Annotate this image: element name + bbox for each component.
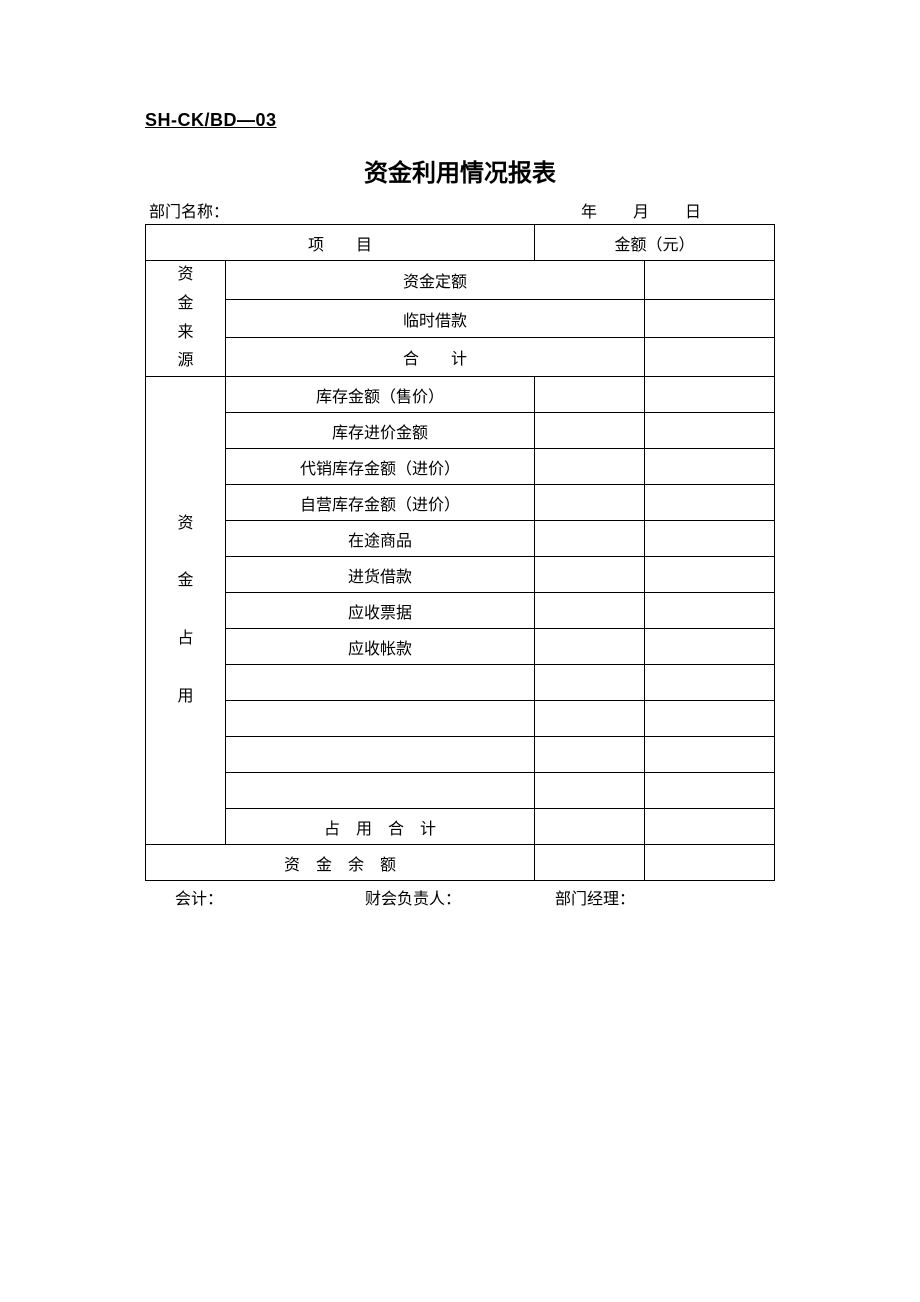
item-cell: 库存进价金额 [226, 413, 535, 449]
table-header-row: 项 目 金额（元） [146, 225, 775, 261]
header-amount-cell: 金额（元） [534, 225, 774, 261]
item-cell: 合 计 [226, 338, 645, 377]
amount-cell [534, 593, 644, 629]
amount-cell [644, 413, 774, 449]
amount-cell [644, 557, 774, 593]
item-cell: 在途商品 [226, 521, 535, 557]
table-row: 占 用 合 计 [146, 809, 775, 845]
amount-cell [644, 629, 774, 665]
item-cell [226, 701, 535, 737]
item-cell: 应收票据 [226, 593, 535, 629]
table-row: 资 金 来 源 资金定额 [146, 261, 775, 300]
item-cell: 库存金额（售价） [226, 377, 535, 413]
item-cell: 应收帐款 [226, 629, 535, 665]
amount-cell [644, 449, 774, 485]
table-row [146, 701, 775, 737]
footer-finance-lead: 财会负责人： [365, 885, 555, 909]
balance-label-cell: 资 金 余 额 [146, 845, 535, 881]
amount-cell [534, 485, 644, 521]
item-cell: 自营库存金额（进价） [226, 485, 535, 521]
item-cell: 进货借款 [226, 557, 535, 593]
table-row [146, 665, 775, 701]
section-fund-source-label: 资 金 来 源 [146, 261, 226, 377]
amount-cell [644, 261, 774, 300]
item-cell [226, 737, 535, 773]
amount-cell [644, 665, 774, 701]
table-row: 应收帐款 [146, 629, 775, 665]
footer-dept-manager: 部门经理： [555, 885, 745, 909]
table-row: 应收票据 [146, 593, 775, 629]
amount-cell [534, 845, 644, 881]
header-item-cell: 项 目 [146, 225, 535, 261]
section-fund-usage-label: 资 金 占 用 [146, 377, 226, 845]
table-row: 代销库存金额（进价） [146, 449, 775, 485]
amount-cell [534, 521, 644, 557]
item-cell: 代销库存金额（进价） [226, 449, 535, 485]
amount-cell [644, 521, 774, 557]
amount-cell [644, 845, 774, 881]
department-label: 部门名称： [149, 198, 561, 222]
amount-cell [644, 338, 774, 377]
table-row: 进货借款 [146, 557, 775, 593]
amount-cell [534, 449, 644, 485]
table-row: 资 金 占 用 库存金额（售价） [146, 377, 775, 413]
footer-line: 会计： 财会负责人： 部门经理： [145, 885, 775, 909]
amount-cell [644, 773, 774, 809]
table-row: 自营库存金额（进价） [146, 485, 775, 521]
date-label: 年 月 日 [561, 198, 771, 222]
amount-cell [534, 413, 644, 449]
amount-cell [644, 377, 774, 413]
item-cell: 占 用 合 计 [226, 809, 535, 845]
header-line: 部门名称： 年 月 日 [145, 198, 775, 222]
table-row: 库存进价金额 [146, 413, 775, 449]
amount-cell [644, 737, 774, 773]
item-cell: 临时借款 [226, 299, 645, 338]
amount-cell [534, 377, 644, 413]
document-title: 资金利用情况报表 [145, 153, 775, 188]
amount-cell [644, 593, 774, 629]
amount-cell [534, 629, 644, 665]
amount-cell [534, 665, 644, 701]
amount-cell [534, 557, 644, 593]
table-row [146, 773, 775, 809]
table-row: 在途商品 [146, 521, 775, 557]
item-cell [226, 773, 535, 809]
amount-cell [644, 701, 774, 737]
amount-cell [644, 299, 774, 338]
table-row [146, 737, 775, 773]
amount-cell [534, 809, 644, 845]
document-code: SH-CK/BD—03 [145, 110, 775, 131]
table-row: 资 金 余 额 [146, 845, 775, 881]
item-cell [226, 665, 535, 701]
amount-cell [534, 773, 644, 809]
table-row: 临时借款 [146, 299, 775, 338]
amount-cell [534, 701, 644, 737]
amount-cell [534, 737, 644, 773]
amount-cell [644, 485, 774, 521]
item-cell: 资金定额 [226, 261, 645, 300]
table-row: 合 计 [146, 338, 775, 377]
fund-usage-table: 项 目 金额（元） 资 金 来 源 资金定额 临时借款 合 计 资 金 占 用 … [145, 224, 775, 881]
amount-cell [644, 809, 774, 845]
footer-accountant: 会计： [175, 885, 365, 909]
